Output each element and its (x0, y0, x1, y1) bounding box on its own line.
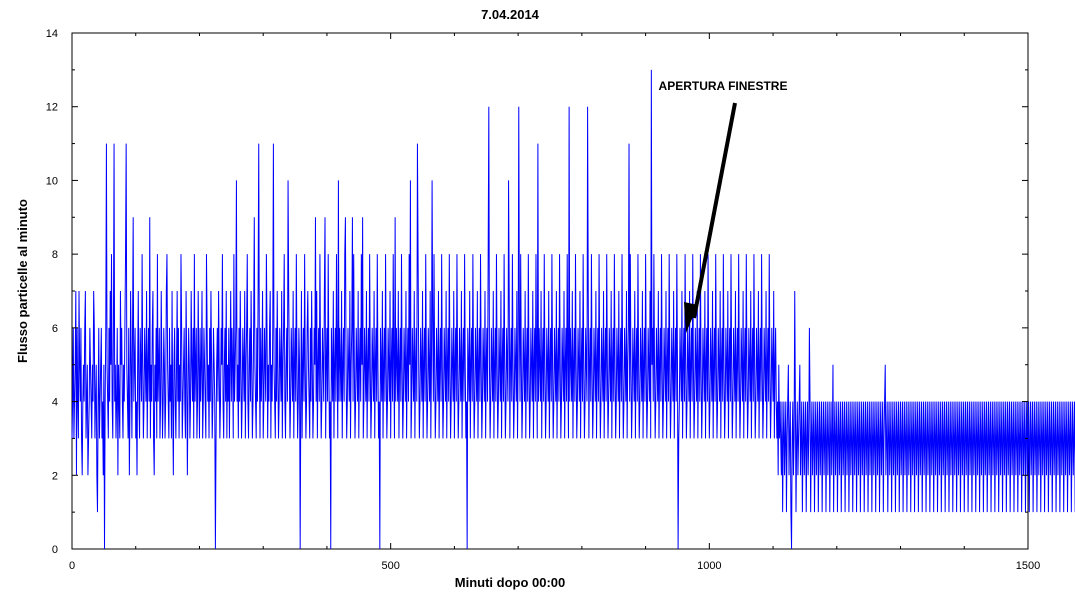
x-axis-label: Minuti dopo 00:00 (455, 575, 566, 590)
annotation-arrow-shaft (692, 102, 737, 319)
annotation-text: APERTURA FINESTRE (659, 79, 788, 93)
x-tick-label: 1500 (1016, 560, 1040, 572)
x-tick-label: 500 (381, 560, 399, 572)
x-tick-label: 1000 (697, 560, 721, 572)
y-tick-label: 0 (52, 544, 58, 556)
y-tick-label: 2 (52, 470, 58, 482)
ticks-layer: 0 2 4 6 8 10 12 14 0 500 1000 1500 (46, 28, 1040, 572)
y-tick-label: 10 (46, 175, 58, 187)
series-line-0 (71, 69, 1075, 550)
y-tick-label: 14 (46, 28, 58, 40)
chart-title: 7.04.2014 (481, 7, 540, 22)
x-tick-label: 0 (69, 560, 75, 572)
annotation-arrow-head (684, 302, 698, 333)
y-tick-label: 6 (52, 323, 58, 335)
y-tick-label: 4 (52, 397, 58, 409)
series-layer (71, 69, 1075, 550)
y-axis-label: Flusso particelle al minuto (15, 199, 30, 363)
y-tick-label: 8 (52, 249, 58, 261)
y-tick-label: 12 (46, 102, 58, 114)
